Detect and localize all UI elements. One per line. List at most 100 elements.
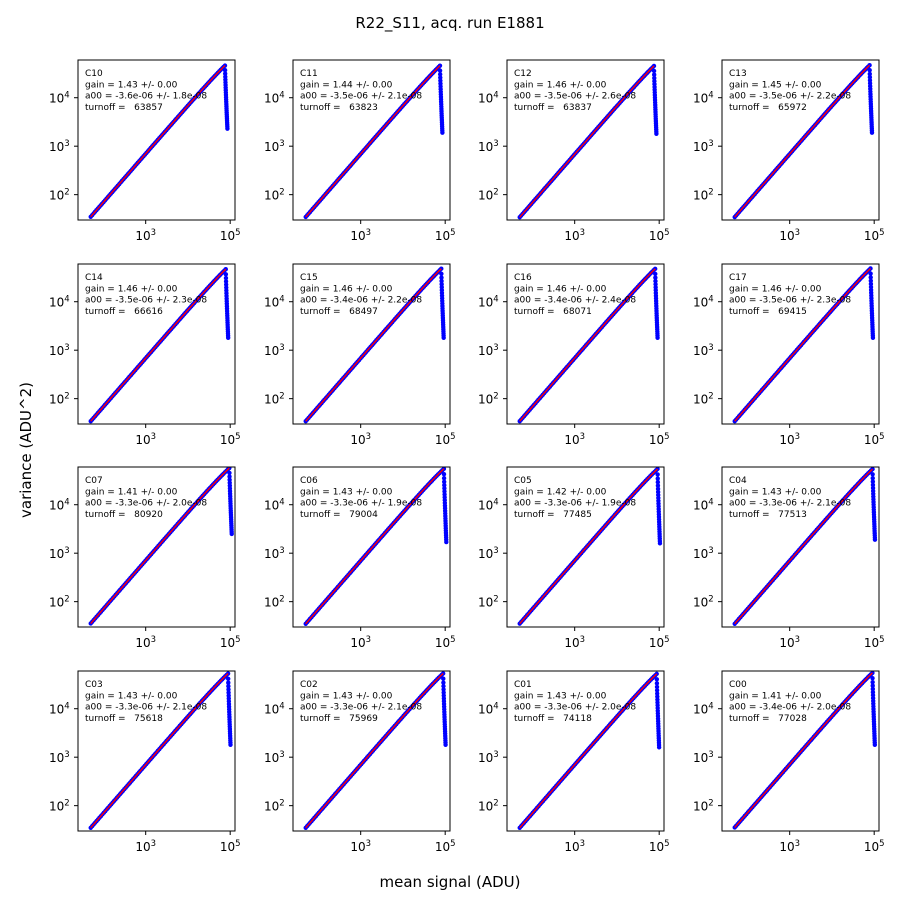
data-point xyxy=(869,130,875,135)
x-tick-label: 103 xyxy=(779,432,800,447)
amp-label: C00 xyxy=(729,680,747,690)
y-tick-label: 102 xyxy=(478,188,499,203)
data-point xyxy=(872,742,878,748)
data-point xyxy=(868,278,874,283)
gain-annotation: gain = 1.45 +/- 0.00 xyxy=(729,80,822,90)
gain-annotation: gain = 1.46 +/- 0.00 xyxy=(514,80,607,90)
axes-frame xyxy=(506,263,665,425)
axes-frame xyxy=(506,59,665,221)
gain-annotation: gain = 1.43 +/- 0.00 xyxy=(300,691,393,701)
y-tick-label: 103 xyxy=(49,139,70,154)
gain-annotation: gain = 1.41 +/- 0.00 xyxy=(729,691,822,701)
gain-annotation: gain = 1.43 +/- 0.00 xyxy=(85,691,178,701)
data-point xyxy=(227,474,232,479)
gain-annotation: gain = 1.42 +/- 0.00 xyxy=(514,487,607,497)
x-tick-label: 105 xyxy=(649,432,670,447)
gain-annotation: gain = 1.41 +/- 0.00 xyxy=(85,487,178,497)
a00-annotation: a00 = -3.3e-06 +/- 2.1e-08 xyxy=(300,703,422,713)
axes-frame xyxy=(77,670,236,832)
a00-annotation: a00 = -3.4e-06 +/- 2.4e-08 xyxy=(514,296,636,306)
a00-annotation: a00 = -3.5e-06 +/- 2.6e-08 xyxy=(514,92,636,102)
y-tick-label: 103 xyxy=(264,750,285,765)
y-tick-label: 102 xyxy=(49,595,70,610)
amp-label: C04 xyxy=(729,476,747,486)
x-tick-label: 105 xyxy=(864,839,885,854)
data-point xyxy=(655,483,661,488)
y-tick-label: 102 xyxy=(693,392,714,407)
fit-line xyxy=(734,267,872,422)
axes-frame xyxy=(506,670,665,832)
data-point xyxy=(870,472,875,477)
a00-annotation: a00 = -3.6e-06 +/- 1.8e-08 xyxy=(85,92,207,102)
data-point xyxy=(652,75,657,81)
fit-line xyxy=(519,468,659,625)
y-tick-label: 102 xyxy=(478,799,499,814)
data-point xyxy=(437,72,443,77)
y-tick-label: 103 xyxy=(49,750,70,765)
axes-frame xyxy=(292,466,451,628)
data-point xyxy=(441,471,447,477)
data-point xyxy=(444,539,449,545)
data-point xyxy=(870,676,875,681)
fit-line xyxy=(734,64,871,218)
x-tick-label: 103 xyxy=(350,839,371,854)
y-tick-label: 104 xyxy=(264,91,285,106)
turnoff-annotation: turnoff = 68071 xyxy=(514,307,592,317)
data-point xyxy=(441,475,447,481)
data-point xyxy=(222,71,228,76)
y-tick-label: 103 xyxy=(693,750,714,765)
a00-annotation: a00 = -3.3e-06 +/- 1.9e-08 xyxy=(300,499,422,509)
turnoff-annotation: turnoff = 77513 xyxy=(729,510,807,520)
data-point xyxy=(443,742,448,748)
axes-frame xyxy=(721,670,880,832)
data-point xyxy=(441,687,446,692)
amp-label: C06 xyxy=(300,476,318,486)
a00-annotation: a00 = -3.3e-06 +/- 2.1e-08 xyxy=(85,703,207,713)
x-tick-label: 103 xyxy=(135,839,156,854)
data-point xyxy=(868,275,873,280)
data-point xyxy=(870,479,876,484)
x-tick-label: 105 xyxy=(435,432,456,447)
y-tick-label: 103 xyxy=(693,139,714,154)
amp-label: C10 xyxy=(85,69,103,79)
y-tick-label: 102 xyxy=(264,799,285,814)
y-tick-label: 104 xyxy=(49,91,70,106)
y-tick-label: 103 xyxy=(478,139,499,154)
a00-annotation: a00 = -3.5e-06 +/- 2.1e-08 xyxy=(300,92,422,102)
x-tick-label: 103 xyxy=(135,228,156,243)
fit-line xyxy=(90,65,226,218)
fit-line xyxy=(734,468,874,625)
data-point xyxy=(651,72,657,77)
turnoff-annotation: turnoff = 75618 xyxy=(85,714,163,724)
x-tick-label: 103 xyxy=(564,635,585,650)
axes-frame xyxy=(721,466,880,628)
axes-frame xyxy=(77,59,236,221)
fit-line xyxy=(519,268,656,422)
axes-frame xyxy=(292,670,451,832)
data-point xyxy=(227,470,232,476)
data-point xyxy=(653,275,658,280)
amp-label: C07 xyxy=(85,476,103,486)
data-point xyxy=(655,479,661,485)
data-point xyxy=(226,687,231,692)
y-tick-label: 104 xyxy=(49,702,70,717)
fit-line xyxy=(305,468,445,625)
amp-label: C14 xyxy=(85,273,103,283)
data-point xyxy=(439,275,444,280)
y-axis-label: variance (ADU^2) xyxy=(17,382,35,518)
gain-annotation: gain = 1.46 +/- 0.00 xyxy=(300,284,393,294)
data-point xyxy=(867,68,872,73)
data-point xyxy=(437,68,443,73)
y-tick-label: 102 xyxy=(264,188,285,203)
x-tick-label: 105 xyxy=(864,635,885,650)
y-tick-label: 103 xyxy=(478,343,499,358)
x-tick-label: 103 xyxy=(564,228,585,243)
data-point xyxy=(440,130,445,135)
data-point xyxy=(228,742,233,748)
y-tick-label: 104 xyxy=(264,295,285,310)
a00-annotation: a00 = -3.4e-06 +/- 2.0e-08 xyxy=(729,703,851,713)
x-tick-label: 103 xyxy=(779,635,800,650)
